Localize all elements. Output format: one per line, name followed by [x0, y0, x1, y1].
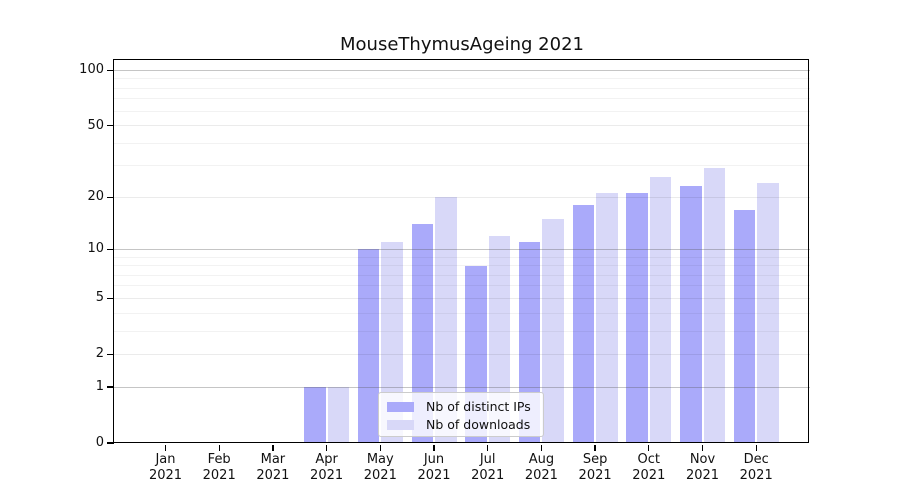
- x-tick-jun: [433, 444, 435, 451]
- x-tick-label-sep: Sep 2021: [578, 452, 612, 483]
- legend-label-downloads: Nb of downloads: [426, 417, 531, 432]
- bar-nb-of-downloads-oct: [649, 176, 672, 443]
- x-tick-label-may: May 2021: [363, 452, 397, 483]
- x-tick-apr: [325, 444, 328, 451]
- y-tick-label-10: 10: [87, 241, 104, 257]
- legend-label-distinct-ips: Nb of distinct IPs: [426, 399, 531, 414]
- y-tick-1: [107, 386, 114, 388]
- x-tick-jul: [487, 444, 489, 451]
- x-tick-label-dec: Dec 2021: [739, 452, 773, 483]
- y-tick-label-5: 5: [95, 290, 104, 306]
- legend: Nb of distinct IPs Nb of downloads: [378, 392, 544, 437]
- gridline-minor-40: [114, 142, 810, 144]
- bar-nb-of-downloads-apr: [327, 387, 350, 443]
- bar-nb-of-distinct-ips-may: [357, 249, 380, 443]
- legend-swatch-downloads: [387, 419, 414, 430]
- y-tick-50: [107, 124, 114, 127]
- x-tick-label-feb: Feb 2021: [202, 452, 236, 483]
- gridline-minor-50: [114, 125, 810, 127]
- x-tick-label-jan: Jan 2021: [148, 452, 183, 483]
- x-tick-label-jun: Jun 2021: [417, 452, 451, 483]
- bar-nb-of-distinct-ips-oct: [626, 193, 648, 443]
- x-tick-mar: [272, 444, 274, 451]
- bar-nb-of-distinct-ips-dec: [733, 209, 756, 443]
- x-tick-jan: [164, 444, 167, 451]
- x-tick-label-nov: Nov 2021: [685, 452, 720, 483]
- x-tick-label-apr: Apr 2021: [310, 452, 344, 483]
- bar-nb-of-downloads-sep: [596, 193, 618, 443]
- gridline-minor-60: [114, 110, 810, 112]
- bar-nb-of-distinct-ips-sep: [572, 205, 595, 443]
- bar-nb-of-downloads-nov: [703, 168, 725, 443]
- bar-nb-of-distinct-ips-jun: [411, 224, 433, 443]
- y-tick-label-1: 1: [95, 379, 104, 395]
- bar-nb-of-downloads-jul: [488, 235, 511, 443]
- x-tick-label-aug: Aug 2021: [524, 452, 558, 483]
- x-tick-label-mar: Mar 2021: [256, 452, 290, 483]
- bar-nb-of-downloads-aug: [542, 219, 564, 443]
- x-tick-nov: [701, 444, 704, 451]
- y-tick-0: [107, 442, 114, 444]
- y-tick-label-50: 50: [87, 117, 104, 133]
- x-tick-may: [379, 444, 381, 451]
- gridline-minor-80: [114, 87, 810, 89]
- legend-row-distinct-ips: Nb of distinct IPs: [387, 398, 535, 415]
- bar-nb-of-distinct-ips-apr: [304, 387, 326, 443]
- x-tick-aug: [540, 444, 543, 451]
- bar-nb-of-distinct-ips-nov: [680, 186, 702, 443]
- x-tick-label-jul: Jul 2021: [471, 452, 505, 483]
- x-tick-dec: [755, 444, 757, 451]
- y-tick-10: [107, 248, 114, 251]
- y-tick-2: [107, 353, 114, 355]
- y-tick-label-20: 20: [87, 189, 104, 205]
- bar-nb-of-downloads-dec: [757, 183, 779, 443]
- bar-nb-of-downloads-jun: [435, 197, 457, 443]
- y-tick-100: [107, 69, 114, 72]
- gridline-minor-30: [114, 165, 810, 167]
- legend-swatch-distinct-ips: [387, 401, 414, 412]
- x-tick-oct: [648, 444, 650, 451]
- gridline-decade-100: [114, 69, 810, 71]
- y-tick-5: [107, 297, 114, 300]
- y-tick-20: [107, 196, 114, 198]
- x-tick-label-oct: Oct 2021: [632, 452, 666, 483]
- y-tick-label-100: 100: [79, 62, 104, 78]
- x-tick-feb: [218, 444, 220, 451]
- gridline-minor-90: [114, 78, 810, 80]
- gridline-minor-70: [114, 98, 810, 100]
- x-tick-sep: [594, 444, 596, 451]
- chart-title: MouseThymusAgeing 2021: [340, 34, 584, 55]
- legend-row-downloads: Nb of downloads: [387, 416, 535, 433]
- y-tick-label-0: 0: [95, 435, 104, 450]
- y-tick-label-2: 2: [95, 346, 104, 362]
